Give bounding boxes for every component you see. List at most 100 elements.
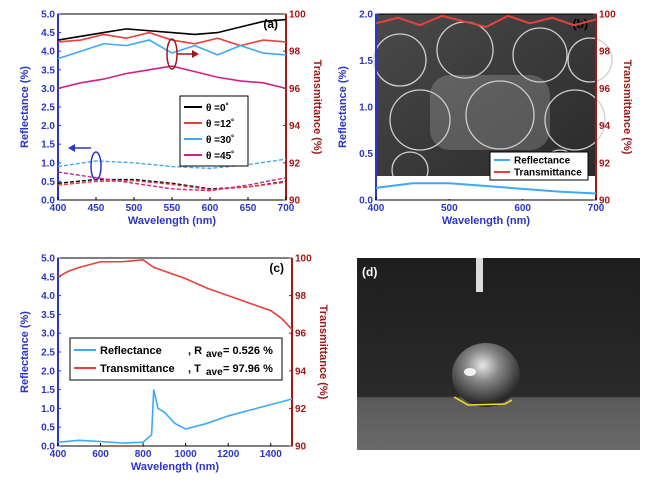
panel-c-yl-tick-label: 1.5 xyxy=(41,385,55,396)
panel-c-legend-avg-label: , R xyxy=(188,345,202,357)
panel-a-yl-tick-label: 3.5 xyxy=(41,65,55,76)
panel-a-yl-tick-label: 2.5 xyxy=(41,103,55,114)
panel-b-yr-tick-label: 100 xyxy=(599,10,616,21)
panel-b-y-right-label: Transmittance (%) xyxy=(621,60,633,155)
panel-b-yr-tick-label: 90 xyxy=(599,196,611,207)
panel-b-yl-tick-label: 2.0 xyxy=(359,10,373,21)
panel-a-yl-tick-label: 5.0 xyxy=(41,10,55,21)
panel-a-yl-tick-label: 0.5 xyxy=(41,177,55,188)
panel-a-reflectance-line xyxy=(57,158,287,170)
panel-b-x-tick-label: 500 xyxy=(441,203,458,214)
panel-c-legend-avg-label: , T xyxy=(188,363,201,375)
panel-a-y-right-label: Transmittance (%) xyxy=(311,60,323,155)
panel-b-transmittance-line xyxy=(375,14,597,29)
panel-a-reflectance-line xyxy=(57,179,287,191)
panel-c-x-axis-label: Wavelength (nm) xyxy=(131,461,220,473)
panel-b-yr-tick-label: 92 xyxy=(599,158,611,169)
panel-a-transmittance-line xyxy=(57,39,287,60)
panel-b-legend-box xyxy=(489,151,589,181)
panel-c-legend-label: Reflectance xyxy=(100,345,162,357)
panel-a: 400 450 500 550 600 650 700 0.0 0.5 1.0 1.5 2.0 2.5 3… xyxy=(19,10,323,228)
panel-c-yl-tick-label: 1.0 xyxy=(41,404,55,415)
panel-b-yr-tick-label: 96 xyxy=(599,84,611,95)
panel-c-yr-tick-label: 94 xyxy=(295,366,307,377)
panel-c: 400 600 800 1000 1200 1400 0.0 0.5 1.0 1.5 2.0 2.5 3… xyxy=(19,254,329,474)
panel-c-x-tick-label: 600 xyxy=(92,449,109,460)
panel-c-y-right-label: Transmittance (%) xyxy=(317,305,329,400)
panel-a-yl-tick-label: 0.0 xyxy=(41,196,55,207)
panel-a-x-tick-label: 400 xyxy=(50,203,67,214)
panel-c-x-tick-label: 800 xyxy=(135,449,152,460)
panel-a-yr-tick-label: 98 xyxy=(289,47,301,58)
panel-c-y-left-label: Reflectance (%) xyxy=(19,311,31,393)
panel-a-legend-label: θ =0˚ xyxy=(206,102,229,114)
panel-a-legend-label: θ =45˚ xyxy=(206,150,234,162)
panel-b-y-left-label: Reflectance (%) xyxy=(337,66,349,148)
panel-a-ellipse-reflectance xyxy=(90,151,102,181)
panel-b-legend-label: Transmittance xyxy=(514,168,582,179)
panel-b: 400 500 600 700 0.0 0.5 1.0 1.5 2.0 90 92 94 96 98 100… xyxy=(337,10,633,228)
panel-a-yr-tick-label: 96 xyxy=(289,84,301,95)
droplet-highlight xyxy=(464,368,476,376)
panel-b-yl-tick-label: 0.0 xyxy=(359,196,373,207)
panel-a-arrowhead-left xyxy=(68,144,75,152)
water-droplet xyxy=(452,343,520,407)
panel-b-reflectance-line xyxy=(375,182,597,195)
contact-angle-line xyxy=(453,396,513,406)
panel-a-x-tick-label: 550 xyxy=(164,203,181,214)
panel-a-yl-tick-label: 4.0 xyxy=(41,47,55,58)
panel-c-yl-tick-label: 4.0 xyxy=(41,291,55,302)
panel-c-transmittance-line xyxy=(57,259,293,330)
panel-b-yl-tick-label: 1.5 xyxy=(359,56,373,67)
panel-a-yl-tick-label: 1.0 xyxy=(41,158,55,169)
panel-a-yl-tick-label: 3.0 xyxy=(41,84,55,95)
panel-b-plot-lower xyxy=(377,176,595,199)
panel-a-yr-tick-label: 94 xyxy=(289,121,301,132)
panel-b-yl-tick-label: 0.5 xyxy=(359,149,373,160)
panel-c-legend-avg-sub: ave xyxy=(206,349,223,360)
panel-c-yl-tick-label: 4.5 xyxy=(41,272,55,283)
panel-c-yl-tick-label: 3.0 xyxy=(41,329,55,340)
panel-a-arrowhead-right xyxy=(192,50,199,58)
panel-c-yr-tick-label: 92 xyxy=(295,404,307,415)
panel-a-yl-tick-label: 2.0 xyxy=(41,121,55,132)
panel-c-legend-avg-value: = 0.526 % xyxy=(223,345,273,357)
panel-a-x-tick-label: 700 xyxy=(278,203,295,214)
panel-a-yr-tick-label: 90 xyxy=(289,196,301,207)
panel-c-yr-tick-label: 98 xyxy=(295,291,307,302)
panel-c-legend-avg-sub: ave xyxy=(206,367,223,378)
panel-a-transmittance-line xyxy=(57,18,287,41)
panel-b-yr-tick-label: 94 xyxy=(599,121,611,132)
panel-b-photo-glass xyxy=(430,75,550,150)
panel-c-panel-label: (c) xyxy=(269,261,284,275)
panel-c-yr-tick-label: 90 xyxy=(295,442,307,453)
panel-b-legend-label: Reflectance xyxy=(514,156,571,167)
panel-c-yl-tick-label: 3.5 xyxy=(41,310,55,321)
panel-a-yr-tick-label: 92 xyxy=(289,158,301,169)
panel-c-yr-tick-label: 100 xyxy=(295,254,312,265)
panel-c-yl-tick-label: 5.0 xyxy=(41,254,55,265)
panel-c-legend-label: Transmittance xyxy=(100,363,175,375)
panel-a-x-tick-label: 650 xyxy=(240,203,257,214)
panel-b-x-axis-label: Wavelength (nm) xyxy=(442,215,531,227)
panel-a-yr-tick-label: 100 xyxy=(289,10,306,21)
panel-b-x-tick-label: 400 xyxy=(368,203,385,214)
panel-b-yl-tick-label: 1.0 xyxy=(359,103,373,114)
panel-c-x-tick-label: 400 xyxy=(50,449,67,460)
panel-a-yl-tick-label: 1.5 xyxy=(41,140,55,151)
panel-c-reflectance-line xyxy=(57,389,293,444)
panel-c-x-tick-label: 1000 xyxy=(175,449,198,460)
panel-a-panel-label: (a) xyxy=(263,17,278,31)
panel-d-photo: (d) xyxy=(357,258,640,450)
panel-a-legend-label: θ =30˚ xyxy=(206,134,234,146)
panel-c-yl-tick-label: 2.0 xyxy=(41,366,55,377)
panel-c-yl-tick-label: 0.0 xyxy=(41,442,55,453)
panel-a-ellipse-transmittance xyxy=(166,38,178,70)
panel-c-legend-avg-value: = 97.96 % xyxy=(223,363,273,375)
needle xyxy=(476,258,483,292)
panel-a-x-tick-label: 500 xyxy=(126,203,143,214)
panel-a-x-axis-label: Wavelength (nm) xyxy=(128,215,217,227)
panel-c-yl-tick-label: 0.5 xyxy=(41,423,55,434)
panel-d-label: (d) xyxy=(362,265,377,279)
